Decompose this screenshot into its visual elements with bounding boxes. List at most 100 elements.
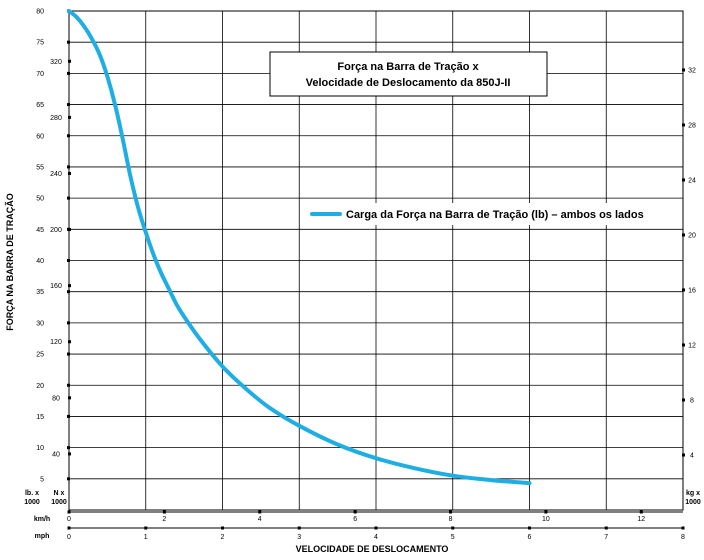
legend: Carga da Força na Barra de Tração (lb) –… (306, 203, 644, 225)
n-tick-label: 80 (52, 395, 60, 402)
mph-tick-mark (528, 526, 531, 530)
kg-tick-label: 24 (688, 177, 696, 184)
kg-tick-label: 28 (688, 122, 696, 129)
kg-tick-mark (682, 68, 685, 72)
mph-tick-label: 0 (67, 534, 71, 541)
lb-tick-label: 45 (36, 227, 44, 234)
lb-tick-mark (67, 259, 70, 262)
mph-tick-mark (451, 526, 455, 530)
n-tick-mark (68, 171, 71, 175)
axis-ticks: 5101520253035404550556065707580408012016… (36, 9, 696, 542)
mph-tick-mark (604, 526, 608, 530)
lb-tick-label: 40 (36, 258, 44, 265)
lb-tick-label: 65 (36, 102, 44, 109)
n-tick-label: 200 (50, 227, 62, 234)
kg-tick-label: 16 (688, 287, 696, 294)
x-axis-title: VELOCIDADE DE DESLOCAMENTO (296, 544, 449, 554)
legend-label: Carga da Força na Barra de Tração (lb) –… (346, 209, 644, 221)
unit-kg-label-2: 1000 (685, 499, 701, 506)
kmh-tick-mark (353, 510, 357, 514)
lb-tick-mark (67, 290, 70, 294)
unit-lb-label: lb. x (25, 490, 39, 497)
mph-tick-label: 3 (297, 534, 301, 541)
n-tick-mark (68, 340, 71, 344)
lb-tick-label: 5 (40, 476, 44, 483)
n-tick-label: 240 (50, 171, 62, 178)
mph-tick-mark (681, 526, 685, 530)
mph-tick-label: 1 (144, 534, 148, 541)
kg-tick-label: 20 (688, 232, 696, 239)
kmh-tick-mark (639, 510, 643, 514)
lb-tick-label: 10 (36, 445, 44, 452)
chart-title-line-1: Força na Barra de Tração x (337, 61, 479, 73)
kmh-tick-label: 10 (542, 516, 550, 523)
lb-tick-mark (67, 383, 70, 387)
mph-tick-mark (374, 526, 378, 530)
n-tick-label: 160 (50, 283, 62, 290)
n-tick-mark (68, 452, 71, 456)
kmh-tick-label: 12 (637, 516, 645, 523)
lb-tick-mark (67, 71, 70, 75)
lb-tick-mark (67, 477, 70, 481)
lb-tick-label: 50 (36, 196, 44, 203)
lb-tick-label: 55 (36, 164, 44, 171)
mph-tick-mark (221, 526, 224, 530)
lb-tick-mark (67, 446, 70, 450)
series-layer (67, 9, 532, 486)
unit-kmh-label: km/h (34, 516, 50, 523)
lb-tick-label: 75 (36, 40, 44, 47)
mph-tick-label: 2 (221, 534, 225, 541)
kg-tick-mark (682, 453, 685, 457)
kg-tick-label: 8 (690, 397, 694, 404)
title-box (269, 51, 548, 97)
kmh-tick-label: 2 (162, 516, 166, 523)
mph-tick-label: 8 (681, 534, 685, 541)
mph-tick-label: 7 (604, 534, 608, 541)
kg-tick-mark (682, 288, 685, 292)
n-tick-label: 40 (52, 451, 60, 458)
lb-tick-mark (67, 103, 70, 107)
unit-n-label: N x (54, 490, 65, 497)
kmh-tick-label: 0 (67, 516, 71, 523)
lb-tick-mark (67, 414, 70, 418)
lb-tick-mark (67, 352, 70, 356)
lb-tick-label: 20 (36, 383, 44, 390)
unit-n-label-2: 1000 (51, 499, 67, 506)
lb-tick-mark (67, 40, 70, 44)
mph-tick-mark (297, 526, 301, 530)
n-tick-label: 320 (50, 59, 62, 66)
n-tick-label: 280 (50, 115, 62, 122)
chart-title-line-2: Velocidade de Deslocamento da 850J-II (306, 77, 511, 89)
lb-tick-label: 30 (36, 320, 44, 327)
lb-tick-label: 15 (36, 414, 44, 421)
n-tick-label: 120 (50, 339, 62, 346)
kg-tick-label: 4 (690, 452, 694, 459)
kg-tick-mark (682, 178, 685, 182)
kg-tick-label: 12 (688, 342, 696, 349)
lb-tick-label: 60 (36, 133, 44, 140)
n-tick-mark (68, 228, 71, 232)
mph-tick-label: 6 (528, 534, 532, 541)
kmh-tick-mark (162, 510, 166, 514)
kmh-tick-label: 4 (258, 516, 262, 523)
legend-background (306, 203, 642, 225)
kmh-tick-label: 6 (353, 516, 357, 523)
n-tick-mark (68, 59, 71, 63)
lb-tick-label: 35 (36, 289, 44, 296)
y-axis-title: FORÇA NA BARRA DE TRAÇÃO (5, 193, 15, 331)
kg-tick-label: 32 (688, 67, 696, 74)
chart-title-box: Força na Barra de Tração x Velocidade de… (269, 51, 548, 97)
mph-tick-mark (67, 526, 71, 530)
unit-kg-label: kg x (686, 490, 700, 497)
unit-lb-label-2: 1000 (24, 499, 40, 506)
kmh-tick-label: 8 (449, 516, 453, 523)
n-tick-mark (68, 115, 71, 119)
chart-grid (68, 10, 684, 529)
kg-tick-mark (682, 343, 685, 347)
lb-tick-label: 25 (36, 352, 44, 359)
n-tick-mark (68, 284, 71, 288)
lb-tick-mark (67, 321, 70, 325)
series-line-drawbar-pull (67, 9, 532, 486)
kg-tick-mark (682, 398, 685, 402)
